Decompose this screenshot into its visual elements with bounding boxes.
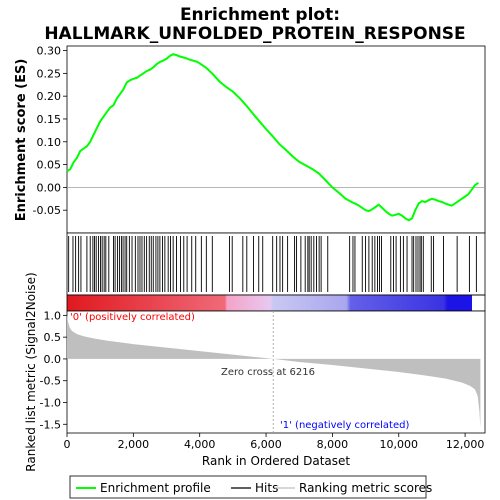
- x-tick-label: 0: [64, 438, 71, 451]
- enrichment-y-axis-label: Enrichment score (ES): [14, 59, 29, 222]
- enrichment-y-ticks: 0.30 0.25 0.20 0.15 0.10 0.05 0.00 -0.05: [33, 45, 67, 218]
- x-axis-label: Rank in Ordered Dataset: [202, 454, 350, 468]
- es-y-tick-label: -0.05: [33, 204, 61, 217]
- es-y-tick-label: 0.10: [37, 136, 62, 149]
- metric-y-tick-label: 1.0: [44, 309, 62, 322]
- es-y-tick-label: 0.30: [37, 45, 62, 58]
- legend-hits-label: Hits: [255, 481, 278, 495]
- metric-y-tick-label: 0.5: [44, 331, 62, 344]
- positive-correlation-label: '0' (positively correlated): [70, 312, 195, 323]
- negative-correlation-label: '1' (negatively correlated): [280, 420, 409, 431]
- x-tick-label: 2,000: [118, 438, 150, 451]
- zero-cross-label: Zero cross at 6216: [221, 367, 315, 378]
- es-y-tick-label: 0.00: [37, 181, 62, 194]
- es-y-tick-label: 0.15: [37, 113, 62, 126]
- legend-metric-label: Ranking metric scores: [299, 481, 432, 495]
- correlation-color-bar: [67, 295, 472, 311]
- metric-y-ticks: 1.0 0.5 0.0 -0.5 -1.0 -1.5: [40, 309, 67, 431]
- x-tick-label: 4,000: [184, 438, 216, 451]
- x-tick-label: 12,000: [446, 438, 485, 451]
- legend: Enrichment profile Hits Ranking metric s…: [70, 476, 432, 498]
- metric-y-tick-label: -1.5: [40, 418, 61, 431]
- hits-panel: [67, 233, 485, 295]
- enrichment-panel: 0.30 0.25 0.20 0.15 0.10 0.05 0.00 -0.05: [33, 45, 485, 233]
- metric-x-ticks: 0 2,000 4,000 6,000 8,000 10,000 12,000: [64, 433, 485, 451]
- metric-y-tick-label: -0.5: [40, 375, 61, 388]
- es-y-tick-label: 0.25: [37, 67, 62, 80]
- chart-title-line2: HALLMARK_UNFOLDED_PROTEIN_RESPONSE: [44, 24, 465, 44]
- metric-y-tick-label: -1.0: [40, 397, 61, 410]
- ranked-metric-panel: 1.0 0.5 0.0 -0.5 -1.0 -1.5 0 2,000 4,000 6,000 8,…: [40, 309, 485, 451]
- metric-y-axis-label: Ranked list metric (Signal2Noise): [24, 272, 38, 471]
- chart-title-line1: Enrichment plot:: [180, 5, 340, 25]
- x-tick-label: 8,000: [317, 438, 349, 451]
- legend-enrichment-label: Enrichment profile: [100, 481, 211, 495]
- es-y-tick-label: 0.20: [37, 90, 62, 103]
- es-y-tick-label: 0.05: [37, 159, 62, 172]
- x-tick-label: 10,000: [379, 438, 418, 451]
- x-tick-label: 6,000: [250, 438, 282, 451]
- metric-y-tick-label: 0.0: [44, 353, 62, 366]
